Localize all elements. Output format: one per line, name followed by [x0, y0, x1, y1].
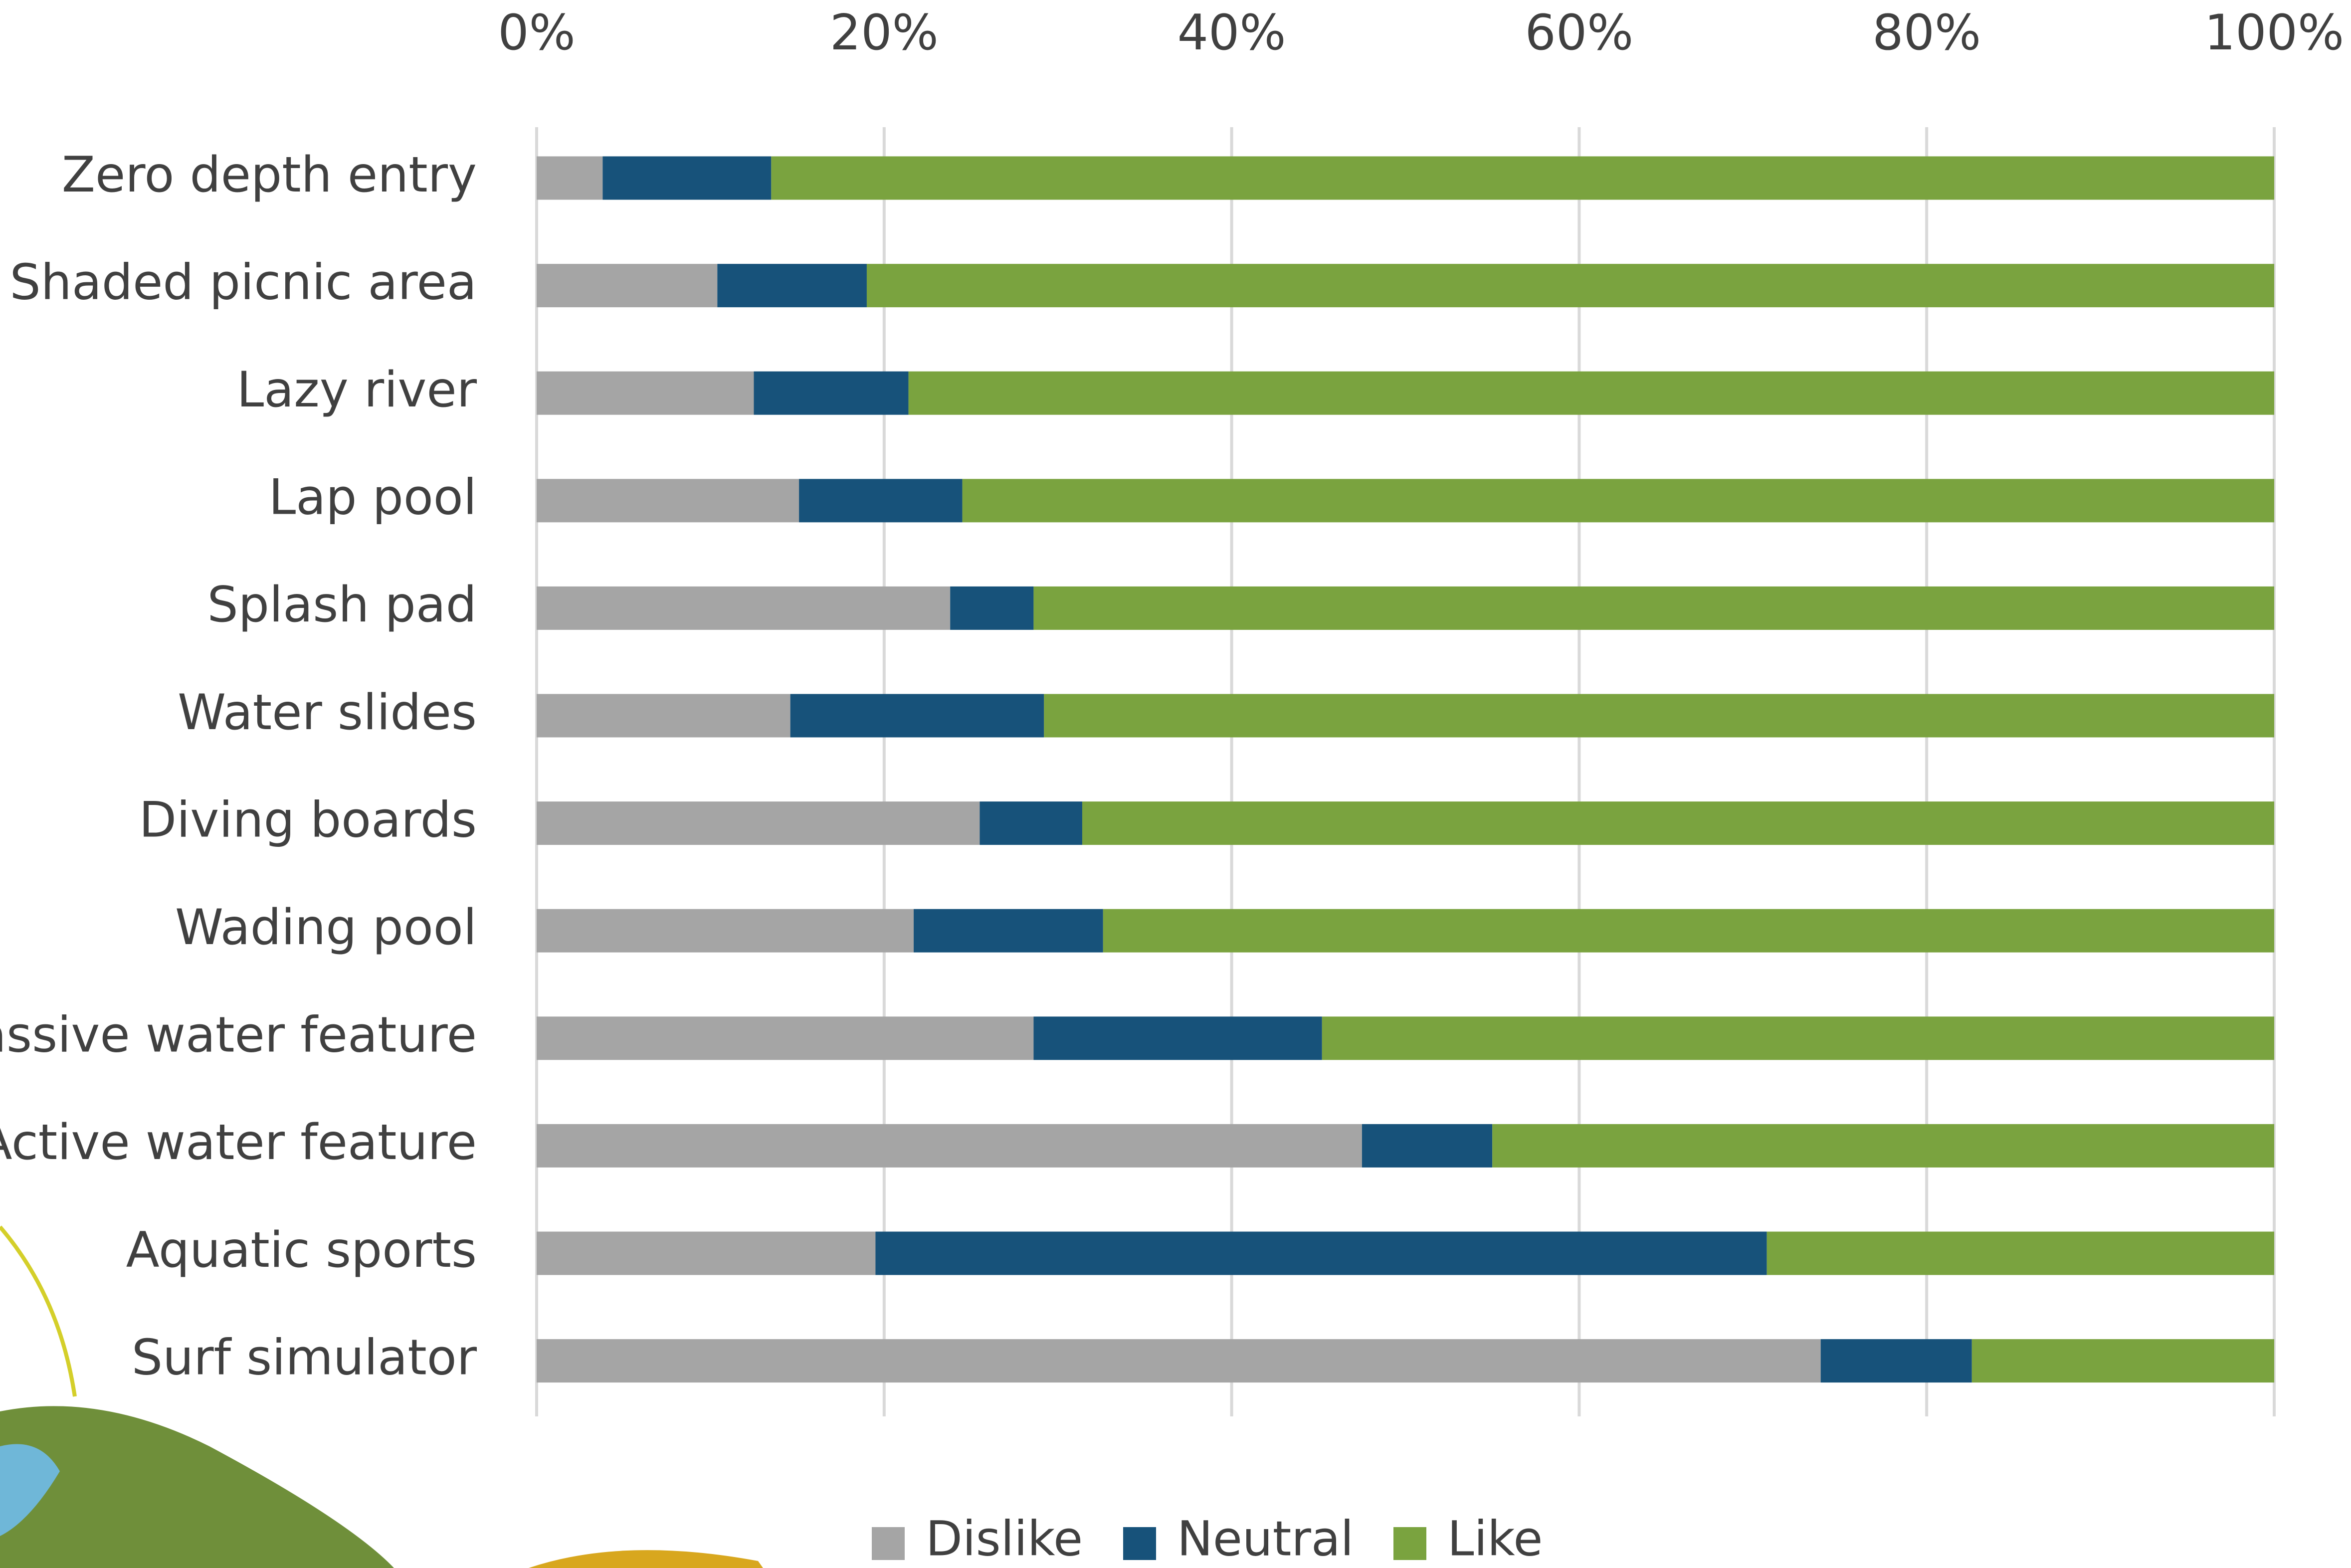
x-tick-label: 0% [498, 4, 575, 61]
bar-segment [771, 156, 2275, 200]
bar-segment [1322, 1016, 2274, 1060]
y-tick-label: Lap pool [269, 469, 477, 526]
x-tick-label: 100% [2204, 4, 2344, 61]
bar-segment [537, 156, 603, 200]
bar-segment [1362, 1124, 1493, 1168]
bar-segment [717, 264, 867, 308]
bar-segment [1492, 1124, 2274, 1168]
x-tick-label: 60% [1525, 4, 1633, 61]
bar-segment [1820, 1339, 1972, 1383]
bar-segment [537, 479, 799, 523]
y-tick-label: Surf simulator [132, 1329, 477, 1386]
bar-segment [1103, 909, 2274, 953]
bar-segment [537, 801, 980, 845]
y-tick-label: Aquatic sports [126, 1222, 477, 1279]
bar-segment [790, 694, 1044, 738]
y-tick-label: Splash pad [207, 577, 477, 633]
y-tick-label: Passive water feature [0, 1007, 477, 1064]
x-tick-label: 40% [1177, 4, 1286, 61]
bar-segment [914, 909, 1103, 953]
legend-swatch [1393, 1527, 1426, 1560]
bar-segment [875, 1231, 1767, 1275]
bar-segment [537, 586, 951, 630]
bar-segment [1033, 1016, 1322, 1060]
bar-segment [1082, 801, 2274, 845]
x-tick-label: 20% [830, 4, 939, 61]
x-tick-label: 80% [1872, 4, 1981, 61]
bar-segment [537, 1231, 876, 1275]
bar-segment [950, 586, 1034, 630]
y-tick-label: Wading pool [175, 899, 477, 956]
y-tick-label: Zero depth entry [62, 147, 477, 203]
bar-segment [1044, 694, 2274, 738]
legend-label: Neutral [1177, 1511, 1354, 1567]
decoration [0, 1225, 763, 1568]
bar-segment [980, 801, 1082, 845]
bar-segment [962, 479, 2274, 523]
bar-segment [1971, 1339, 2274, 1383]
bar-segment [537, 909, 914, 953]
y-tick-label: Diving boards [139, 791, 477, 848]
bar-segment [537, 694, 790, 738]
bar-segment [908, 371, 2274, 415]
legend-swatch [1123, 1527, 1156, 1560]
bar-segment [537, 1339, 1821, 1383]
bar-segment [866, 264, 2274, 308]
y-tick-label: Active water feature [0, 1114, 477, 1171]
bar-segment [1033, 586, 2274, 630]
bar-segment [537, 264, 718, 308]
bar-segment [754, 371, 909, 415]
y-tick-label: Water slides [178, 684, 477, 741]
bar-segment [537, 371, 754, 415]
y-tick-label: Lazy river [237, 362, 477, 418]
bar-segment [537, 1016, 1034, 1060]
legend-swatch [872, 1527, 905, 1560]
bar-segment [799, 479, 963, 523]
bar-segment [537, 1124, 1362, 1168]
bar-segment [602, 156, 772, 200]
legend-label: Like [1447, 1511, 1543, 1567]
legend-label: Dislike [926, 1511, 1083, 1567]
bar-segment [1766, 1231, 2274, 1275]
y-tick-label: Shaded picnic area [10, 254, 477, 311]
